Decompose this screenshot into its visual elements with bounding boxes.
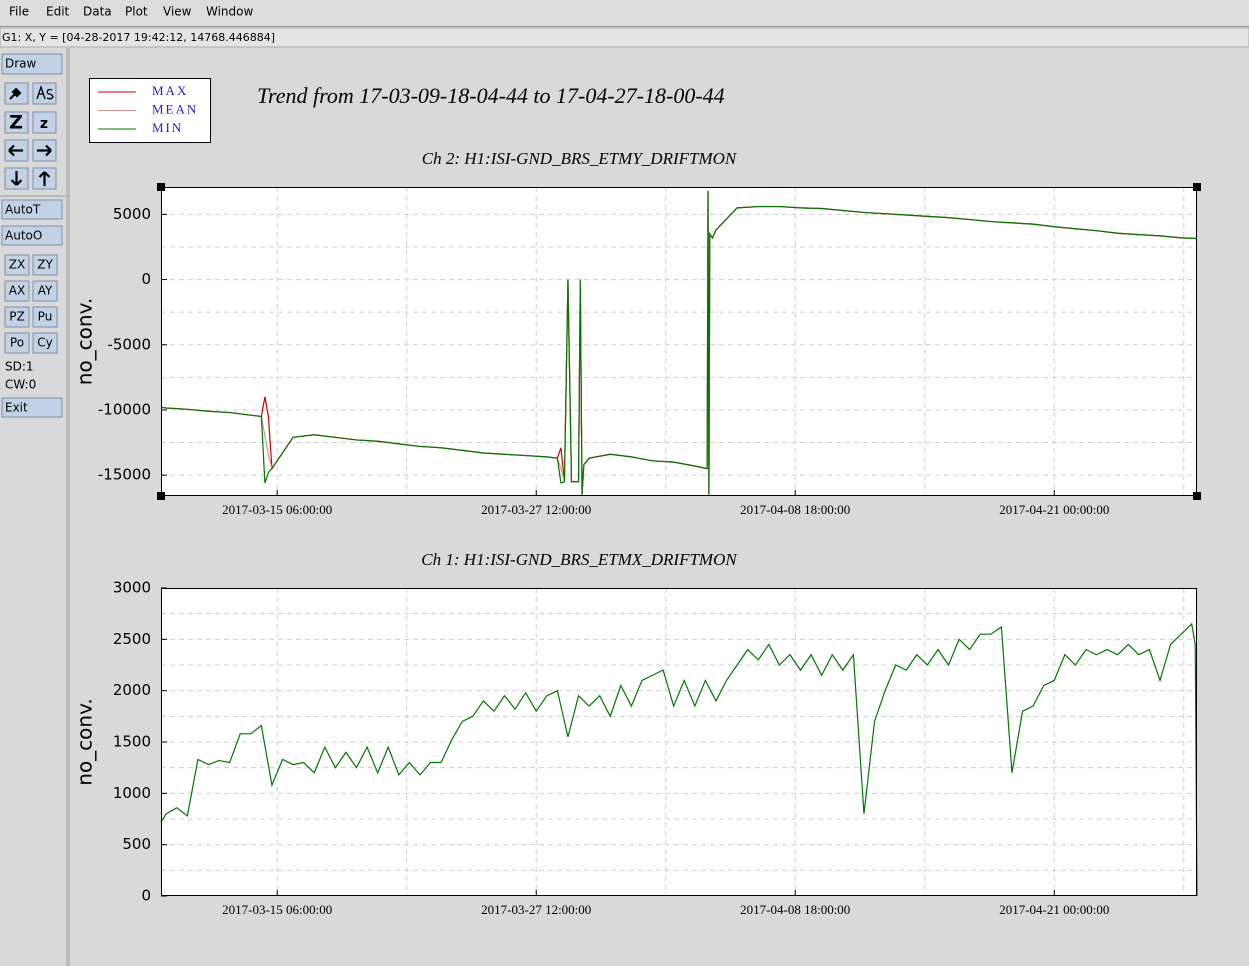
autoo-label: AutoO: [5, 229, 42, 243]
handle[interactable]: [157, 492, 165, 500]
zoom-in-button[interactable]: [4, 111, 29, 134]
y-tick-label: 5000: [113, 205, 151, 223]
menu-item[interactable]: Window: [206, 5, 254, 19]
up-icon: [38, 171, 51, 186]
x-tick-label: 2017-03-27 12:00:00: [481, 902, 591, 917]
y-tick-label: 0: [141, 270, 151, 288]
menu-item[interactable]: Edit: [46, 5, 70, 19]
down-icon: [10, 171, 23, 186]
x-tick-label: 2017-04-21 00:00:00: [999, 502, 1109, 517]
y-tick-label: 3000: [113, 579, 151, 597]
y-tick-label: -5000: [107, 335, 151, 353]
status-text: G1: X, Y = [04-28-2017 19:42:12, 14768.4…: [2, 31, 275, 44]
pick-icon: [9, 87, 22, 100]
tool-button-label: AY: [38, 284, 53, 298]
x-tick-label: 2017-04-21 00:00:00: [999, 902, 1109, 917]
autoo-button[interactable]: [1, 225, 63, 246]
handle[interactable]: [1193, 492, 1201, 500]
x-tick-label: 2017-03-15 06:00:00: [222, 502, 332, 517]
tool-button-label: ZY: [37, 258, 53, 272]
tool-button-label: PZ: [9, 310, 24, 324]
y-tick-label: 2000: [113, 681, 151, 699]
label-icon: [36, 84, 54, 100]
cw-label: CW:0: [5, 378, 36, 392]
tool-button-label: Cy: [37, 336, 52, 350]
tool-button[interactable]: [4, 280, 30, 302]
tool-button-label: Po: [10, 336, 24, 350]
y-tick-label: -15000: [98, 466, 151, 484]
panel-divider: [66, 48, 70, 966]
handle[interactable]: [157, 183, 165, 191]
autot-label: AutoT: [5, 203, 41, 217]
zoom-in-label: Z: [9, 112, 23, 134]
menu-item[interactable]: File: [9, 5, 29, 19]
autot-button[interactable]: [1, 199, 63, 220]
series-line: [160, 622, 1198, 897]
plot-border: [161, 187, 1197, 496]
y-tick-label: 1000: [113, 784, 151, 802]
zoom-out-button[interactable]: [32, 111, 57, 134]
tool-button[interactable]: [32, 332, 58, 354]
legend-label: MEAN: [152, 101, 198, 116]
exit-button[interactable]: [1, 397, 63, 418]
draw-label: Draw: [5, 57, 37, 71]
y-tick-label: -10000: [98, 400, 151, 418]
status-bar: [0, 27, 1249, 48]
small-buttons: ZX ZY AX AY PZ Pu Po Cy: [4, 254, 58, 354]
right-icon: [37, 144, 52, 157]
tool-button[interactable]: [4, 254, 30, 276]
plot-border: [161, 588, 1197, 896]
y-tick-label: 0: [141, 887, 151, 905]
sd-label: SD:1: [5, 360, 34, 374]
y-axis-label: no_conv.: [73, 298, 97, 385]
legend-label: MIN: [152, 120, 183, 135]
menu-bar: [0, 0, 1249, 26]
y-tick-label: 500: [122, 835, 151, 853]
tool-button[interactable]: [32, 254, 58, 276]
legend-label: MAX: [152, 83, 188, 98]
menu-item[interactable]: View: [163, 5, 192, 19]
y-tick-label: 1500: [113, 733, 151, 751]
chart-title: Ch 2: H1:ISI-GND_BRS_ETMY_DRIFTMON: [422, 149, 738, 168]
tool-button-label: ZX: [9, 258, 25, 272]
label-button[interactable]: [32, 82, 57, 105]
y-tick-label: 2500: [113, 630, 151, 648]
x-tick-label: 2017-04-08 18:00:00: [740, 502, 850, 517]
x-tick-label: 2017-03-27 12:00:00: [481, 502, 591, 517]
selection-handles: [157, 183, 1201, 500]
zoom-out-label: z: [40, 116, 48, 132]
tool-button[interactable]: [4, 332, 30, 354]
draw-button[interactable]: [1, 53, 63, 75]
plots: MAX MEAN MIN 2017-03-15 06:00:00 2017-03-27 …: [73, 83, 1198, 917]
x-tick-label: 2017-03-15 06:00:00: [222, 902, 332, 917]
menu-item[interactable]: Plot: [125, 5, 148, 19]
x-tick-label: 2017-04-08 18:00:00: [740, 902, 850, 917]
tool-button[interactable]: [32, 306, 58, 328]
chart-title: Ch 1: H1:ISI-GND_BRS_ETMX_DRIFTMON: [421, 550, 738, 569]
left-icon: [8, 144, 23, 157]
tool-button[interactable]: [4, 306, 30, 328]
tool-button-label: AX: [9, 284, 25, 298]
menu-item[interactable]: Data: [83, 5, 112, 19]
tool-button[interactable]: [32, 280, 58, 302]
main-title: Trend from 17-03-09-18-04-44 to 17-04-27…: [257, 83, 725, 108]
y-axis-label: no_conv.: [73, 698, 97, 785]
handle[interactable]: [1193, 183, 1201, 191]
series-line: [160, 190, 1198, 495]
tool-button-label: Pu: [38, 310, 53, 324]
plot-area: [161, 187, 1197, 496]
exit-label: Exit: [5, 401, 28, 415]
